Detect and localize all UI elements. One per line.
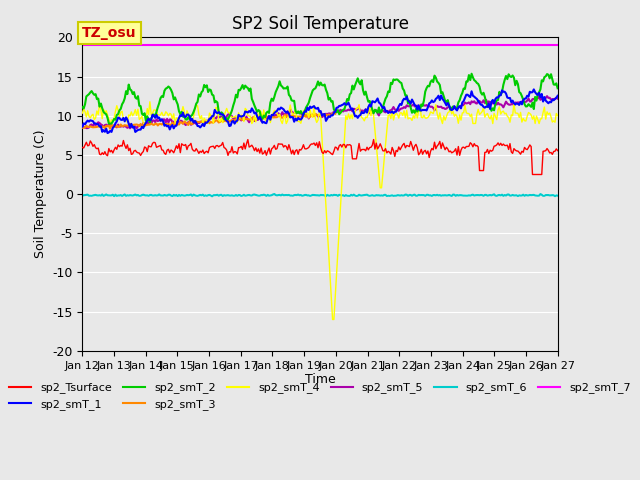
sp2_smT_2 [468, 71, 476, 77]
Line: sp2_smT_1: sp2_smT_1 [83, 89, 557, 133]
X-axis label: Time: Time [305, 373, 335, 386]
sp2_smT_5 [138, 123, 146, 129]
sp2_smT_7 [137, 42, 145, 48]
sp2_smT_7 [554, 42, 561, 48]
sp2_smT_1 [79, 124, 86, 130]
sp2_smT_4 [554, 113, 561, 119]
Line: sp2_smT_3: sp2_smT_3 [83, 113, 335, 129]
sp2_smT_6 [237, 193, 245, 199]
sp2_smT_6 [137, 193, 145, 199]
sp2_smT_7 [79, 42, 86, 48]
sp2_smT_4 [221, 109, 229, 115]
Legend: sp2_Tsurface, sp2_smT_1, sp2_smT_2, sp2_smT_3, sp2_smT_4, sp2_smT_5, sp2_smT_6, : sp2_Tsurface, sp2_smT_1, sp2_smT_2, sp2_… [4, 378, 636, 414]
sp2_smT_3 [329, 110, 337, 116]
sp2_smT_7 [236, 42, 244, 48]
sp2_smT_5 [79, 122, 86, 128]
sp2_smT_2 [288, 97, 296, 103]
sp2_smT_7 [220, 42, 228, 48]
sp2_smT_2 [105, 120, 113, 126]
Y-axis label: Soil Temperature (C): Soil Temperature (C) [34, 130, 47, 258]
sp2_smT_2 [245, 88, 253, 94]
sp2_smT_4 [79, 110, 86, 116]
Line: sp2_smT_5: sp2_smT_5 [83, 96, 557, 128]
sp2_smT_1 [245, 108, 253, 114]
Line: sp2_smT_6: sp2_smT_6 [83, 194, 557, 196]
sp2_Tsurface [370, 137, 378, 143]
sp2_Tsurface [236, 144, 244, 150]
sp2_smT_3 [224, 118, 232, 123]
sp2_smT_1 [529, 89, 536, 95]
Title: SP2 Soil Temperature: SP2 Soil Temperature [232, 15, 408, 33]
sp2_smT_1 [138, 124, 146, 130]
sp2_smT_3 [110, 122, 118, 128]
sp2_Tsurface [244, 137, 252, 143]
sp2_smT_4 [137, 116, 145, 121]
sp2_smT_4 [237, 112, 245, 118]
sp2_smT_5 [543, 93, 551, 99]
sp2_smT_4 [288, 109, 296, 115]
sp2_smT_3 [184, 122, 192, 128]
sp2_smT_4 [329, 317, 337, 323]
sp2_smT_6 [530, 192, 538, 198]
sp2_smT_1 [237, 114, 245, 120]
sp2_smT_2 [237, 85, 245, 91]
sp2_Tsurface [529, 172, 536, 178]
Line: sp2_smT_2: sp2_smT_2 [83, 74, 557, 123]
sp2_smT_6 [208, 193, 216, 199]
sp2_smT_5 [126, 125, 134, 131]
sp2_smT_2 [138, 111, 146, 117]
Line: sp2_Tsurface: sp2_Tsurface [83, 140, 557, 175]
sp2_smT_3 [106, 126, 114, 132]
sp2_smT_6 [271, 191, 278, 197]
sp2_smT_6 [554, 192, 561, 198]
sp2_smT_5 [554, 96, 561, 101]
sp2_smT_7 [286, 42, 294, 48]
sp2_Tsurface [286, 146, 294, 152]
sp2_smT_1 [288, 114, 296, 120]
Text: TZ_osu: TZ_osu [83, 26, 137, 40]
sp2_smT_3 [207, 119, 214, 125]
sp2_smT_3 [79, 125, 86, 131]
sp2_smT_1 [221, 116, 229, 122]
sp2_smT_1 [554, 93, 561, 99]
sp2_smT_1 [104, 130, 111, 136]
sp2_Tsurface [137, 153, 145, 158]
sp2_Tsurface [79, 144, 86, 150]
Line: sp2_smT_4: sp2_smT_4 [83, 102, 557, 320]
sp2_smT_5 [245, 120, 253, 125]
sp2_smT_3 [182, 120, 189, 125]
sp2_smT_5 [288, 108, 296, 114]
sp2_smT_7 [527, 42, 535, 48]
sp2_smT_6 [79, 193, 86, 199]
sp2_smT_5 [529, 96, 536, 102]
sp2_smT_5 [221, 115, 229, 121]
sp2_smT_4 [245, 113, 253, 119]
sp2_Tsurface [530, 172, 538, 178]
sp2_smT_2 [79, 104, 86, 110]
sp2_smT_6 [221, 192, 229, 198]
sp2_smT_7 [244, 42, 252, 48]
sp2_smT_4 [146, 99, 154, 105]
sp2_smT_2 [221, 116, 229, 122]
sp2_smT_2 [554, 85, 561, 91]
sp2_smT_5 [237, 118, 245, 123]
sp2_Tsurface [220, 144, 228, 150]
sp2_smT_3 [332, 111, 339, 117]
sp2_smT_6 [245, 192, 253, 198]
sp2_smT_1 [530, 86, 538, 92]
sp2_Tsurface [554, 148, 561, 154]
sp2_smT_2 [530, 106, 538, 112]
sp2_smT_4 [530, 113, 538, 119]
sp2_smT_6 [289, 193, 297, 199]
sp2_smT_3 [239, 117, 246, 123]
